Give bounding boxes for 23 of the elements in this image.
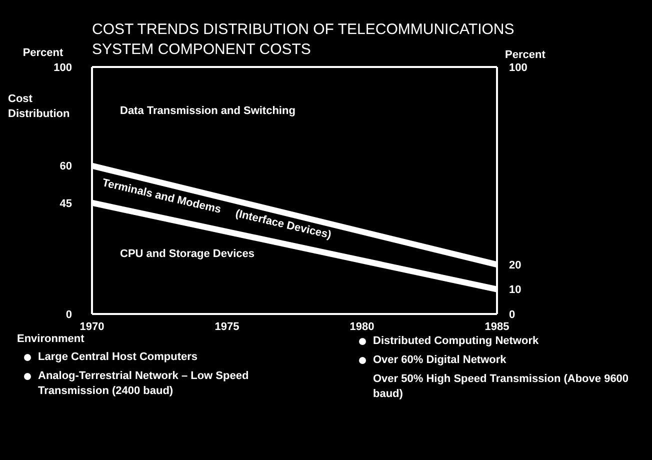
text: Over 60% Digital Network bbox=[373, 353, 506, 368]
annotation: Data Transmission and Switching bbox=[120, 104, 296, 119]
y2-axis-title: Percent bbox=[505, 48, 546, 63]
text: Large Central Host Computers bbox=[38, 350, 198, 365]
y-tick-label: 0 bbox=[66, 308, 72, 321]
text: Cost Distribution bbox=[8, 92, 71, 122]
y-tick-label: 45 bbox=[60, 198, 72, 210]
x-tick-label: 1985 bbox=[484, 320, 510, 333]
x-tick-label: 1980 bbox=[350, 320, 374, 333]
y2-tick-label: 10 bbox=[509, 284, 522, 296]
y2-tick-label: 100 bbox=[509, 62, 528, 74]
text: Environment bbox=[17, 332, 84, 347]
y-tick-label: 100 bbox=[54, 62, 72, 74]
x-tick-label: 1975 bbox=[214, 320, 240, 333]
x-tick-label: 1970 bbox=[80, 320, 104, 333]
text: Analog-Terrestrial Network – Low Speed Transmission (2400 baud) bbox=[38, 369, 250, 399]
text: Over 50% High Speed Transmission (Above 9600 baud) bbox=[373, 372, 630, 402]
text: Distributed Computing Network bbox=[373, 334, 539, 349]
y-tick-label: 60 bbox=[60, 160, 72, 173]
y2-tick-label: 20 bbox=[509, 260, 522, 272]
y2-tick-label: 0 bbox=[509, 308, 516, 321]
annotation: CPU and Storage Devices bbox=[120, 247, 254, 262]
y-axis-title: Percent bbox=[22, 46, 64, 61]
